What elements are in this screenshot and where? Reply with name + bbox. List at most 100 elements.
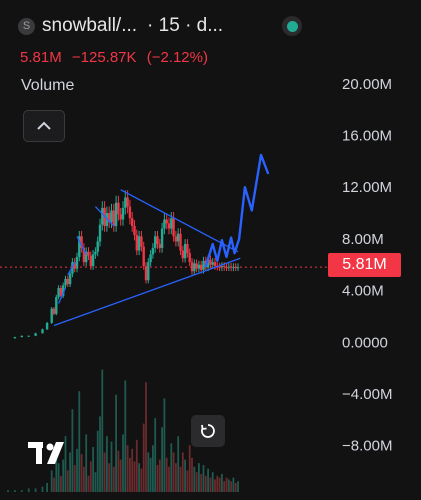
candle-body [232, 267, 235, 269]
candle-body [119, 214, 122, 220]
candle-body [190, 262, 194, 272]
volume-bar [211, 472, 214, 492]
volume-bar [103, 452, 106, 492]
candle-body [66, 278, 69, 285]
volume-bar [20, 490, 23, 492]
y-tick-label: 8.00M [342, 231, 384, 248]
trend-line [94, 206, 115, 227]
volume-bar [165, 457, 168, 492]
tradingview-logo-icon [28, 442, 64, 464]
volume-bar [184, 459, 186, 492]
volume-bar [124, 380, 127, 492]
volume-bar [227, 479, 230, 492]
candle-body [96, 241, 99, 252]
volume-bar [158, 459, 161, 492]
volume-bar [85, 434, 88, 492]
volume-bar [202, 465, 205, 492]
volume-bar [87, 475, 90, 492]
reset-chart-button[interactable] [191, 415, 225, 447]
candle-body [183, 244, 187, 259]
trend-line [53, 257, 241, 327]
volume-bar [34, 488, 37, 492]
volume-bar [152, 445, 154, 492]
volume-bar [161, 427, 163, 492]
volume-legend-label[interactable]: Volume [21, 77, 75, 94]
volume-bar [110, 441, 113, 492]
candle-body [68, 273, 72, 285]
candle-body [156, 236, 159, 245]
volume-bar [80, 454, 83, 492]
candle-body [13, 337, 17, 339]
candle-body [135, 235, 138, 251]
candle-body [124, 197, 127, 208]
candle-body [149, 254, 152, 263]
candle-body [62, 285, 65, 296]
volume-bar [27, 488, 30, 492]
volume-bar [209, 477, 212, 492]
candle-body [110, 210, 113, 223]
volume-bar [7, 490, 9, 492]
candle-body [52, 308, 56, 314]
volume-bar [66, 470, 69, 492]
candle-body [195, 263, 198, 269]
volume-bar [96, 430, 99, 492]
candle-body [206, 259, 210, 268]
candle-body [186, 244, 189, 254]
volume-bar [46, 483, 48, 492]
volume-bar [175, 463, 177, 492]
candle-body [89, 255, 92, 267]
volume-bar [149, 457, 152, 492]
candle-body [213, 262, 217, 267]
volume-bar [41, 486, 44, 492]
candle-body [94, 251, 97, 255]
volume-bar [156, 465, 159, 492]
volume-bar [232, 477, 235, 492]
volume-bar [163, 398, 166, 492]
symbol-icon: S [18, 17, 35, 35]
volume-bar [168, 466, 170, 492]
volume-bar [53, 477, 55, 492]
candle-body [64, 278, 67, 286]
volume-bar [78, 391, 81, 492]
volume-bar [101, 369, 104, 492]
legend-values: 5.81M −125.87K (−2.12%) [20, 49, 214, 66]
candle-body [193, 263, 196, 272]
candle-body [27, 335, 30, 337]
candle-body [181, 250, 184, 259]
volume-bar [129, 457, 131, 492]
volume-bar [55, 448, 58, 492]
volume-bar [131, 448, 134, 492]
candle-body [114, 202, 118, 226]
candle-body [163, 219, 166, 229]
candle-body [211, 262, 214, 265]
collapse-legend-button[interactable] [23, 110, 65, 142]
candle-body [147, 262, 150, 281]
y-tick-label: 12.00M [342, 179, 392, 196]
y-tick-label: 20.00M [342, 76, 392, 93]
volume-bar [94, 472, 97, 492]
volume-bar [83, 466, 85, 492]
candle-body [133, 225, 136, 236]
interval-label[interactable]: · 15 · d... [147, 15, 224, 36]
volume-bar [147, 452, 150, 492]
volume-bar [221, 474, 223, 492]
volume-bar [195, 472, 198, 492]
volume-bar [230, 481, 232, 492]
symbol-row[interactable]: S snowball/... · 15 · d... [18, 15, 223, 37]
volume-bar [57, 463, 60, 492]
drawing-tools [53, 153, 270, 327]
symbol-name[interactable]: snowball/... [42, 15, 138, 36]
legend-change-pct: (−2.12%) [146, 49, 208, 66]
trend-line [67, 261, 76, 276]
candle-body [172, 218, 175, 237]
volume-bar [214, 479, 216, 492]
trend-line [76, 236, 87, 255]
volume-bar [200, 474, 203, 492]
candle-body [177, 233, 180, 242]
candle-body [98, 224, 102, 242]
candle-body [179, 233, 182, 251]
last-price-tag: 5.81M [328, 253, 401, 277]
price-axis[interactable]: 20.00M 16.00M 12.00M 8.00M 4.00M 0.0000 −4.00M… [342, 76, 392, 455]
status-dot-icon [282, 16, 302, 36]
